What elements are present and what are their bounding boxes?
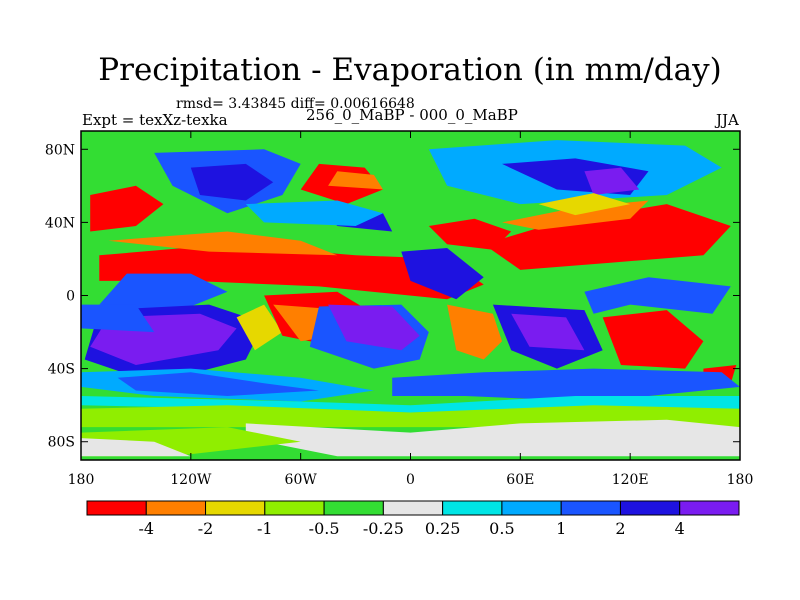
field-region-24	[328, 304, 420, 351]
x-tick-label: 0	[406, 472, 415, 488]
colorbar-swatch	[264, 500, 325, 516]
colorbar-label: -0.25	[363, 519, 404, 538]
colorbar-swatch	[501, 500, 562, 516]
colorbar-label: 4	[675, 519, 685, 538]
season-label: JJA	[716, 111, 739, 129]
field-region-12	[538, 193, 631, 216]
colorbar-swatch	[442, 500, 503, 516]
field-region-17	[99, 273, 228, 314]
field-regions	[81, 140, 740, 457]
field-region-13	[428, 218, 512, 250]
x-tick-label: 60W	[285, 472, 318, 488]
colorbar-label: 2	[615, 519, 625, 538]
colorbar-swatch	[145, 500, 207, 516]
y-tick-label: 80S	[48, 435, 75, 451]
x-tick-label: 180	[727, 472, 754, 488]
field-region-39	[81, 304, 155, 333]
field-region-38	[81, 438, 191, 457]
colorbar-label: 1	[556, 519, 566, 538]
colorbar: -4 -2 -1 -0.5 -0.25 0.25 0.5 1 2 4	[86, 500, 740, 538]
experiment-label: Expt = texXz-texka	[82, 111, 228, 129]
field-region-33	[392, 368, 740, 402]
field-region-32	[117, 372, 319, 396]
field-region-29	[584, 277, 731, 314]
y-tick-label: 40N	[45, 215, 75, 231]
field-region-20	[236, 304, 283, 351]
field-region-14	[401, 248, 484, 300]
difference-label: 256_0_MaBP - 000_0_MaBP	[306, 106, 518, 124]
field-region-35	[81, 405, 740, 428]
x-tick-label: 120E	[612, 472, 649, 488]
y-tick-label: 80N	[45, 142, 75, 158]
field-region-8	[99, 244, 484, 300]
x-tick-label: 60E	[506, 472, 534, 488]
colorbar-label: 0.25	[425, 519, 461, 538]
field-region-10	[483, 204, 731, 270]
field-region-25	[447, 304, 502, 360]
colorbar-label: 0.5	[489, 519, 514, 538]
colorbar-swatch	[86, 500, 147, 516]
colorbar-swatch	[205, 500, 266, 516]
colorbar-swatch	[560, 500, 621, 516]
colorbar-swatch	[619, 500, 681, 516]
field-region-7	[90, 185, 164, 232]
colorbar-label: -0.5	[309, 519, 340, 538]
field-region-1	[190, 163, 274, 201]
chart-title: Precipitation - Evaporation (in mm/day)	[98, 52, 722, 88]
colorbar-swatch	[323, 500, 384, 516]
field-region-16	[245, 200, 383, 226]
x-tick-label: 120W	[170, 472, 212, 488]
x-tick-label: 180	[68, 472, 95, 488]
colorbar-label: -4	[138, 519, 154, 538]
y-tick-label: 40S	[48, 362, 75, 378]
field-region-9	[108, 231, 338, 256]
map-axes: 180 120W 60W 0 60E 120E 180 80N 40N 0 40S 80S	[45, 131, 753, 488]
colorbar-label: -2	[198, 519, 214, 538]
y-tick-label: 0	[66, 289, 75, 305]
field-region-6	[328, 171, 383, 190]
chart-subtitle-stats: rmsd= 3.43845 diff= 0.00616648	[176, 96, 415, 112]
field-region-11	[502, 200, 649, 230]
field-region-27	[511, 313, 585, 351]
field-region-4	[584, 167, 640, 195]
field-region-36	[245, 419, 740, 457]
field-region-28	[602, 310, 704, 369]
colorbar-swatch	[382, 500, 444, 516]
colorbar-swatch	[679, 500, 740, 516]
colorbar-label: -1	[257, 519, 273, 538]
